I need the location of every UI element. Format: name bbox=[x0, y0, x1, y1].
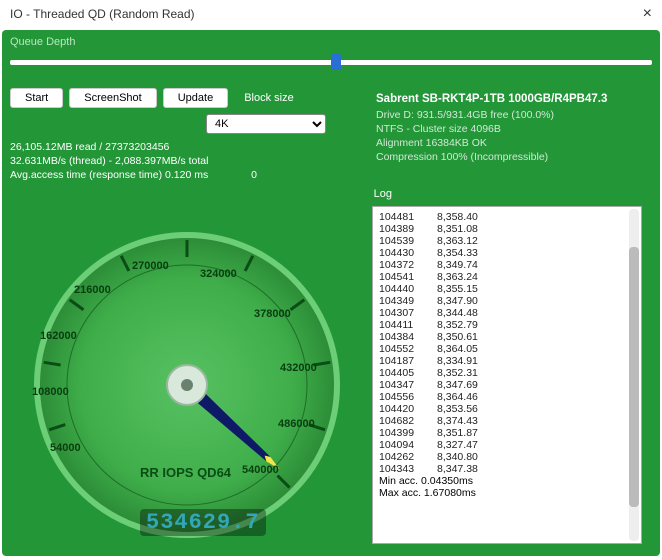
log-row: 1043078,344.48 bbox=[379, 307, 635, 319]
log-row: 1044818,358.40 bbox=[379, 211, 635, 223]
log-row: 1043848,350.61 bbox=[379, 331, 635, 343]
gauge-tick-label: 54000 bbox=[50, 442, 81, 454]
log-row: 1045568,364.46 bbox=[379, 391, 635, 403]
window-title: IO - Threaded QD (Random Read) bbox=[10, 7, 195, 21]
log-row: 1042628,340.80 bbox=[379, 451, 635, 463]
block-size-select[interactable]: 4K bbox=[206, 114, 326, 134]
drive-line-1: Drive D: 931.5/931.4GB free (100.0%) bbox=[376, 108, 646, 122]
stats-extra: 0 bbox=[251, 168, 257, 182]
log-row: 1044408,355.15 bbox=[379, 283, 635, 295]
log-row: 1043728,349.74 bbox=[379, 259, 635, 271]
close-icon[interactable]: × bbox=[643, 5, 652, 23]
gauge-tick-label: 378000 bbox=[254, 308, 291, 320]
log-row: 1044208,353.56 bbox=[379, 403, 635, 415]
log-row: 1045528,364.05 bbox=[379, 343, 635, 355]
gauge-tick-label: 270000 bbox=[132, 260, 169, 272]
gauge-tick-label: 486000 bbox=[278, 418, 315, 430]
queue-depth-label: Queue Depth bbox=[10, 36, 652, 48]
stats-avg-label: Avg.access time (response time) bbox=[10, 169, 162, 181]
log-row: 1045398,363.12 bbox=[379, 235, 635, 247]
gauge-tick-label: 162000 bbox=[40, 330, 77, 342]
drive-line-4: Compression 100% (Incompressible) bbox=[376, 150, 646, 164]
drive-title: Sabrent SB-RKT4P-1TB 1000GB/R4PB47.3 bbox=[376, 92, 646, 108]
log-row: 1043478,347.69 bbox=[379, 379, 635, 391]
log-label: Log bbox=[374, 188, 392, 200]
start-button[interactable]: Start bbox=[10, 88, 63, 108]
log-row: 1045418,363.24 bbox=[379, 271, 635, 283]
log-row: 1044118,352.79 bbox=[379, 319, 635, 331]
update-button[interactable]: Update bbox=[163, 88, 228, 108]
log-box: 1044818,358.401043898,351.081045398,363.… bbox=[372, 206, 642, 544]
log-row: 1044308,354.33 bbox=[379, 247, 635, 259]
gauge-tick-label: 432000 bbox=[280, 362, 317, 374]
drive-info: Sabrent SB-RKT4P-1TB 1000GB/R4PB47.3 Dri… bbox=[376, 92, 646, 164]
iops-gauge: 54000 108000 162000 216000 270000 324000 37800… bbox=[22, 220, 352, 550]
log-min: Min acc. 0.04350ms bbox=[379, 475, 635, 487]
gauge-tick-label: 540000 bbox=[242, 464, 279, 476]
slider-thumb[interactable] bbox=[331, 54, 341, 70]
gauge-tick-label: 324000 bbox=[200, 268, 237, 280]
log-scroll-thumb[interactable] bbox=[629, 247, 639, 507]
log-row: 1043898,351.08 bbox=[379, 223, 635, 235]
log-row: 1046828,374.43 bbox=[379, 415, 635, 427]
drive-line-2: NTFS - Cluster size 4096B bbox=[376, 122, 646, 136]
gauge-title: RR IOPS QD64 bbox=[140, 465, 231, 480]
gauge-tick-label: 216000 bbox=[74, 284, 111, 296]
log-row: 1044058,352.31 bbox=[379, 367, 635, 379]
screenshot-button[interactable]: ScreenShot bbox=[69, 88, 156, 108]
main-panel: Queue Depth Start ScreenShot Update Bloc… bbox=[2, 30, 660, 556]
queue-depth-slider[interactable] bbox=[10, 52, 652, 76]
log-row: 1043498,347.90 bbox=[379, 295, 635, 307]
log-row: 1043438,347.38 bbox=[379, 463, 635, 475]
gauge-svg bbox=[22, 220, 352, 550]
gauge-digital: 534629.7 bbox=[140, 509, 266, 536]
log-row: 1043998,351.87 bbox=[379, 427, 635, 439]
log-row: 1041878,334.91 bbox=[379, 355, 635, 367]
log-row: 1040948,327.47 bbox=[379, 439, 635, 451]
gauge-tick-label: 108000 bbox=[32, 386, 69, 398]
drive-line-3: Alignment 16384KB OK bbox=[376, 136, 646, 150]
block-size-label: Block size bbox=[244, 92, 294, 104]
log-max: Max acc. 1.67080ms bbox=[379, 487, 635, 499]
stats-avg-value: 0.120 ms bbox=[165, 169, 208, 181]
